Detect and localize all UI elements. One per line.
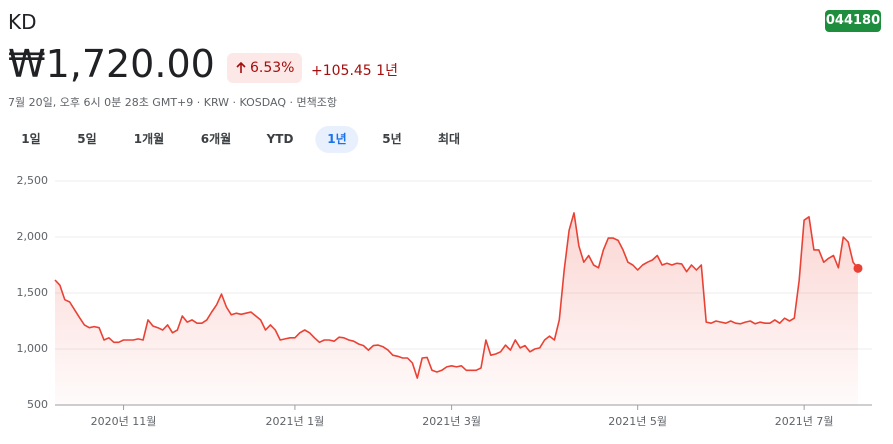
range-tab[interactable]: YTD xyxy=(266,132,294,146)
info: 7월 20일, 오후 6시 0분 28초 GMT+9 · KRW · KOSDA… xyxy=(8,96,297,109)
x-tick-label: 2020년 11월 xyxy=(91,415,157,428)
range-tab[interactable]: 최대 xyxy=(437,132,461,146)
symbol-badge[interactable]: 044180 xyxy=(825,10,881,32)
price-line xyxy=(54,212,859,379)
range-tab[interactable]: 1일 xyxy=(21,132,41,146)
y-tick-label: 500 xyxy=(27,398,48,411)
change-percent: 6.53% xyxy=(250,60,295,76)
change: +105.45 1년 xyxy=(311,60,398,80)
x-tick-label: 2021년 3월 xyxy=(422,415,481,428)
y-tick-label: 1,000 xyxy=(17,342,49,355)
y-tick-label: 2,000 xyxy=(17,230,49,243)
last-point xyxy=(853,263,863,273)
y-tick-label: 2,500 xyxy=(17,174,49,187)
change-chip: 6.53% xyxy=(227,53,303,83)
range-tab[interactable]: 5년 xyxy=(382,132,402,146)
info-line: 7월 20일, 오후 6시 0분 28초 GMT+9 · KRW · KOSDA… xyxy=(8,94,337,110)
range-tab[interactable]: 5일 xyxy=(77,132,97,146)
disclaimer-link[interactable]: 면책조항 xyxy=(296,96,338,109)
range-tab[interactable]: 1개월 xyxy=(133,132,165,146)
up-arrow xyxy=(236,62,246,73)
range-tab[interactable]: 6개월 xyxy=(200,132,232,146)
ticker: KD xyxy=(8,10,37,34)
y-tick-label: 1,500 xyxy=(17,286,49,299)
area-fill xyxy=(55,212,858,405)
range-tab[interactable]: 1년 xyxy=(315,126,359,153)
x-tick-label: 2021년 1월 xyxy=(266,415,325,428)
period: 1년 xyxy=(376,63,398,79)
price: ₩1,720.00 xyxy=(8,42,215,86)
change-value: +105.45 xyxy=(311,63,372,79)
x-tick-label: 2021년 7월 xyxy=(775,415,834,428)
x-tick-label: 2021년 5월 xyxy=(608,415,667,428)
